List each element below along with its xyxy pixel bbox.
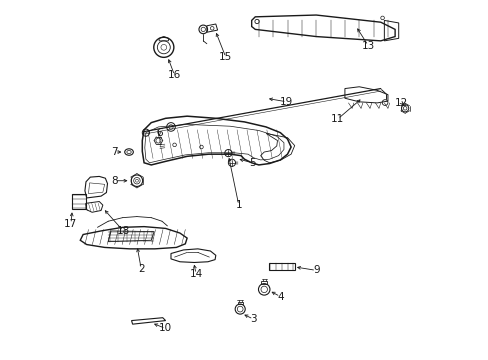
Text: 2: 2 <box>138 264 144 274</box>
Text: 9: 9 <box>312 265 319 275</box>
Text: 13: 13 <box>361 41 374 50</box>
Text: 12: 12 <box>394 98 407 108</box>
Text: 10: 10 <box>159 324 172 333</box>
Text: 7: 7 <box>111 147 118 157</box>
Text: 15: 15 <box>219 52 232 62</box>
Text: 1: 1 <box>235 200 242 210</box>
Text: 16: 16 <box>167 70 181 80</box>
Text: 3: 3 <box>250 314 256 324</box>
Text: 19: 19 <box>280 97 293 107</box>
Text: 8: 8 <box>111 176 118 186</box>
Text: 11: 11 <box>330 114 344 124</box>
Text: 6: 6 <box>156 128 162 138</box>
Text: 17: 17 <box>64 219 78 229</box>
Text: 5: 5 <box>248 158 255 168</box>
Text: 18: 18 <box>117 226 130 236</box>
Text: 4: 4 <box>277 292 283 302</box>
Text: 14: 14 <box>189 269 203 279</box>
